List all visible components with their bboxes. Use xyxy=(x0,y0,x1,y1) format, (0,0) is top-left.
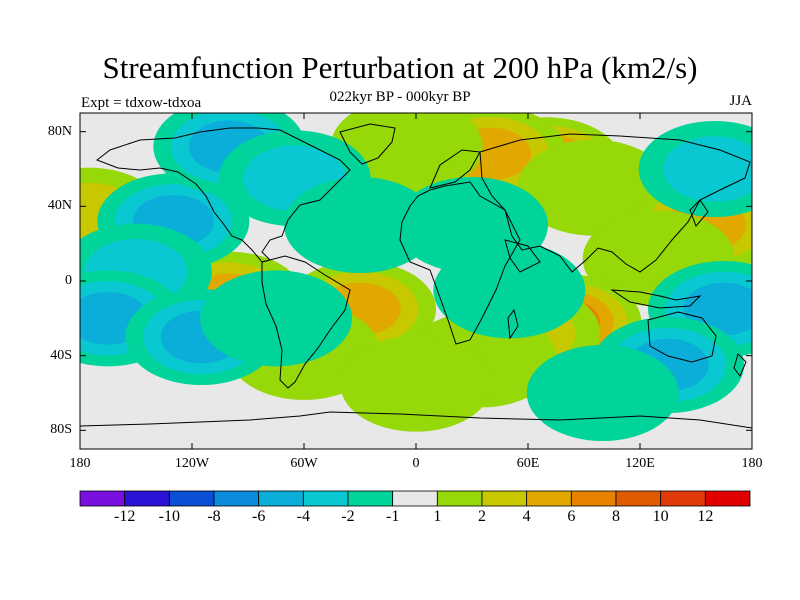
coastline-greenland xyxy=(339,123,396,165)
colorbar-swatch-11 xyxy=(570,490,617,507)
colorbar-label: -6 xyxy=(251,508,266,525)
colorbar-swatch-3 xyxy=(213,490,260,507)
colorbar-swatch-13 xyxy=(660,490,706,507)
lon-label: 120E xyxy=(625,456,655,471)
coastline-europe-africa xyxy=(399,181,521,345)
coastline-north-america xyxy=(95,127,351,263)
lon-label: 0 xyxy=(412,456,420,471)
field-blob-17-level-0 xyxy=(200,270,352,367)
field-blob-26-level-0 xyxy=(526,345,679,441)
field-blob-3-level-0 xyxy=(517,139,670,236)
colorbar-swatch-10 xyxy=(526,490,572,507)
lat-label: 80N xyxy=(47,123,72,139)
colorbar-swatch-7 xyxy=(392,490,438,507)
coastline-arabia xyxy=(504,239,541,273)
coastline-australia xyxy=(647,311,717,363)
colorbar-label: -1 xyxy=(385,508,400,525)
colorbar-label: 8 xyxy=(612,508,620,525)
colorbar-swatch-12 xyxy=(615,490,662,507)
field-blob-22-level-0 xyxy=(433,242,586,339)
colorbar-swatch-6 xyxy=(347,490,394,507)
lat-label: 40N xyxy=(47,198,72,214)
field-blob-27-level-0 xyxy=(340,335,492,432)
field-blob-20-level-0 xyxy=(284,177,436,273)
colorbar-label: 10 xyxy=(652,508,669,525)
colorbar-label: -12 xyxy=(113,508,136,525)
colorbar-label: 2 xyxy=(478,508,486,525)
chart-subtitle: 022kyr BP - 000kyr BP xyxy=(329,89,471,105)
lon-label: 180 xyxy=(741,456,763,471)
colorbar-swatch-0 xyxy=(79,490,126,507)
coastline-madagascar xyxy=(507,308,519,340)
lon-label: 60E xyxy=(516,456,540,471)
colorbar xyxy=(79,490,751,507)
coastline-japan xyxy=(689,199,709,227)
season-label: JJA xyxy=(729,93,752,109)
colorbar-label: 4 xyxy=(522,508,531,525)
coastline-asia xyxy=(479,133,751,273)
lon-label: 120W xyxy=(174,456,210,471)
coastline-indonesia xyxy=(610,289,702,309)
colorbar-swatch-8 xyxy=(436,490,483,507)
lon-label: 60W xyxy=(290,456,318,471)
chart-title: Streamfunction Perturbation at 200 hPa (… xyxy=(102,50,698,85)
coastline-new-zealand xyxy=(733,353,747,377)
coastlines xyxy=(80,123,752,429)
colorbar-label: -4 xyxy=(296,508,310,525)
colorbar-swatch-14 xyxy=(704,490,751,507)
lon-label: 180 xyxy=(69,456,91,471)
coastline-south-america xyxy=(261,255,351,389)
coastline-antarctica xyxy=(80,411,752,429)
lat-label: 0 xyxy=(65,273,72,288)
lat-label: 40S xyxy=(50,347,72,363)
colorbar-label: -8 xyxy=(207,508,221,525)
colorbar-label: 1 xyxy=(433,508,442,525)
colorbar-label: -10 xyxy=(158,508,180,525)
colorbar-label: 6 xyxy=(567,508,576,525)
axis-ticks xyxy=(79,113,753,449)
experiment-label: Expt = tdxow-tdxoa xyxy=(81,95,202,111)
colorbar-label: 12 xyxy=(697,508,714,525)
colorbar-label: -2 xyxy=(341,508,355,525)
streamfunction-field xyxy=(80,113,752,449)
colorbar-swatch-2 xyxy=(168,490,215,507)
colorbar-swatch-4 xyxy=(258,490,304,507)
field-blob-25-level-1 xyxy=(663,136,752,202)
lat-label: 80S xyxy=(50,422,72,438)
colorbar-swatch-5 xyxy=(302,490,349,507)
colorbar-swatch-1 xyxy=(124,490,170,507)
colorbar-swatch-9 xyxy=(481,490,528,507)
